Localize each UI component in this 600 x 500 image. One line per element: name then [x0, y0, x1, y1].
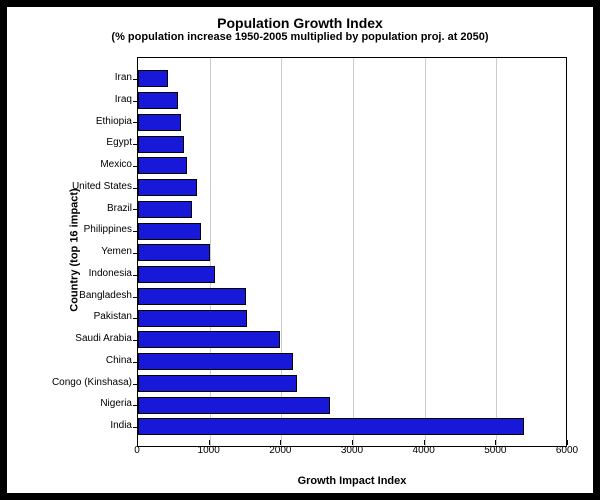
- y-tick-mark: [133, 209, 138, 210]
- bar: [138, 114, 181, 131]
- bar-row: [138, 264, 566, 286]
- y-tick-mark: [133, 362, 138, 363]
- x-tick-label: 2000: [269, 445, 291, 456]
- bar: [138, 331, 280, 348]
- y-tick-label: Yemen: [7, 241, 132, 263]
- y-tick-label: Brazil: [7, 198, 132, 220]
- plot-area: [137, 57, 567, 447]
- chart-subtitle: (% population increase 1950-2005 multipl…: [7, 31, 593, 49]
- y-tick-label: Bangladesh: [7, 285, 132, 307]
- y-tick-label: United States: [7, 176, 132, 198]
- chart-container: Population Growth Index (% population in…: [6, 6, 594, 494]
- bar: [138, 397, 330, 414]
- y-tick-label: Nigeria: [7, 393, 132, 415]
- bar: [138, 179, 197, 196]
- x-axis: 0100020003000400050006000: [137, 445, 567, 465]
- bar-row: [138, 90, 566, 112]
- bar: [138, 70, 168, 87]
- bar-row: [138, 155, 566, 177]
- chart-title: Population Growth Index: [7, 7, 593, 31]
- bar-row: [138, 68, 566, 90]
- y-tick-mark: [133, 340, 138, 341]
- bar: [138, 375, 297, 392]
- y-tick-mark: [133, 101, 138, 102]
- bar-row: [138, 329, 566, 351]
- bar-row: [138, 373, 566, 395]
- bar: [138, 353, 293, 370]
- bar: [138, 310, 247, 327]
- y-tick-mark: [133, 122, 138, 123]
- bar-row: [138, 307, 566, 329]
- bar: [138, 201, 192, 218]
- x-tick-label: 0: [134, 445, 140, 456]
- bar: [138, 223, 201, 240]
- bar: [138, 418, 524, 435]
- x-tick-label: 4000: [413, 445, 435, 456]
- y-tick-mark: [133, 79, 138, 80]
- bar-row: [138, 177, 566, 199]
- y-tick-mark: [133, 231, 138, 232]
- y-tick-label: Pakistan: [7, 306, 132, 328]
- x-tick-label: 5000: [484, 445, 506, 456]
- x-tick-label: 6000: [556, 445, 578, 456]
- y-tick-mark: [133, 144, 138, 145]
- bar: [138, 244, 210, 261]
- y-tick-mark: [133, 166, 138, 167]
- bar-row: [138, 133, 566, 155]
- bar-row: [138, 242, 566, 264]
- y-tick-label: Egypt: [7, 132, 132, 154]
- bar: [138, 157, 187, 174]
- bar: [138, 266, 215, 283]
- y-tick-label: Saudi Arabia: [7, 328, 132, 350]
- y-tick-label: Congo (Kinshasa): [7, 372, 132, 394]
- y-tick-label: Philippines: [7, 219, 132, 241]
- y-tick-label: China: [7, 350, 132, 372]
- y-tick-mark: [133, 427, 138, 428]
- y-tick-mark: [133, 253, 138, 254]
- bar: [138, 136, 184, 153]
- y-tick-mark: [133, 188, 138, 189]
- bar-row: [138, 220, 566, 242]
- bar-row: [138, 351, 566, 373]
- bar-row: [138, 394, 566, 416]
- y-tick-label: India: [7, 415, 132, 437]
- bar-row: [138, 286, 566, 308]
- x-axis-label: Growth Impact Index: [137, 475, 567, 487]
- y-labels: IranIraqEthiopiaEgyptMexicoUnited States…: [7, 67, 132, 437]
- y-tick-mark: [133, 405, 138, 406]
- bar-row: [138, 112, 566, 134]
- bars: [138, 68, 566, 438]
- y-tick-label: Iran: [7, 67, 132, 89]
- y-tick-mark: [133, 384, 138, 385]
- y-tick-mark: [133, 318, 138, 319]
- bar-row: [138, 416, 566, 438]
- x-tick-label: 1000: [198, 445, 220, 456]
- y-tick-label: Ethiopia: [7, 111, 132, 133]
- y-tick-mark: [133, 275, 138, 276]
- y-tick-mark: [133, 297, 138, 298]
- bar-row: [138, 199, 566, 221]
- bar: [138, 92, 178, 109]
- y-tick-label: Mexico: [7, 154, 132, 176]
- bar: [138, 288, 246, 305]
- y-tick-label: Iraq: [7, 89, 132, 111]
- x-tick-label: 3000: [341, 445, 363, 456]
- y-tick-label: Indonesia: [7, 263, 132, 285]
